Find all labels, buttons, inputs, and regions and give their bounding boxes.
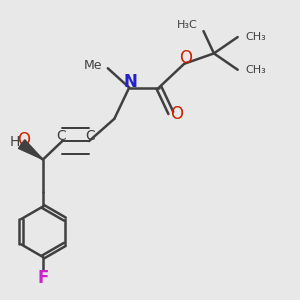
Text: C: C xyxy=(56,129,66,143)
Text: CH₃: CH₃ xyxy=(245,65,266,75)
Text: N: N xyxy=(124,73,138,91)
Text: O: O xyxy=(170,105,183,123)
Text: H: H xyxy=(10,135,20,149)
Text: Me: Me xyxy=(84,59,102,72)
Text: F: F xyxy=(37,269,49,287)
Text: O: O xyxy=(17,130,31,148)
Text: C: C xyxy=(86,129,95,143)
Polygon shape xyxy=(19,140,43,160)
Text: O: O xyxy=(179,50,192,68)
Text: H₃C: H₃C xyxy=(177,20,198,30)
Text: CH₃: CH₃ xyxy=(245,32,266,42)
